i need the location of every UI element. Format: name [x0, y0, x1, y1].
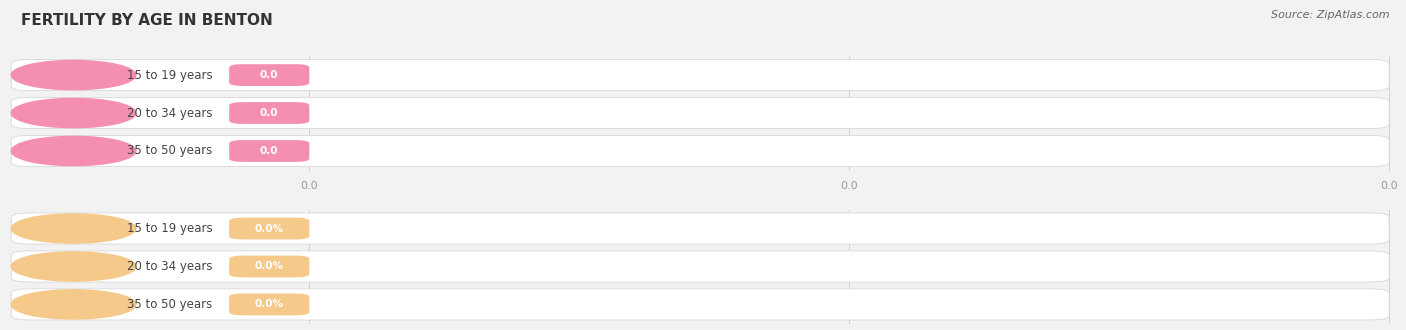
FancyBboxPatch shape — [11, 289, 1389, 320]
Text: 0.0: 0.0 — [260, 108, 278, 118]
FancyBboxPatch shape — [11, 251, 1389, 282]
Circle shape — [11, 98, 136, 128]
Text: 0.0%: 0.0% — [254, 261, 284, 272]
Text: 0.0: 0.0 — [260, 70, 278, 80]
Text: 0.0: 0.0 — [1381, 182, 1398, 191]
Text: 20 to 34 years: 20 to 34 years — [127, 107, 212, 119]
FancyBboxPatch shape — [229, 64, 309, 86]
Text: FERTILITY BY AGE IN BENTON: FERTILITY BY AGE IN BENTON — [21, 13, 273, 28]
FancyBboxPatch shape — [11, 97, 1389, 129]
Text: 15 to 19 years: 15 to 19 years — [127, 69, 212, 82]
Circle shape — [11, 60, 136, 90]
Text: 20 to 34 years: 20 to 34 years — [127, 260, 212, 273]
Text: 0.0%: 0.0% — [254, 223, 284, 234]
FancyBboxPatch shape — [229, 255, 309, 278]
Text: 35 to 50 years: 35 to 50 years — [127, 298, 212, 311]
FancyBboxPatch shape — [229, 102, 309, 124]
Text: 15 to 19 years: 15 to 19 years — [127, 222, 212, 235]
Text: 0.0: 0.0 — [301, 182, 318, 191]
Text: 0.0: 0.0 — [841, 182, 858, 191]
FancyBboxPatch shape — [11, 59, 1389, 91]
Text: Source: ZipAtlas.com: Source: ZipAtlas.com — [1271, 10, 1389, 20]
FancyBboxPatch shape — [11, 135, 1389, 167]
Circle shape — [11, 290, 136, 319]
FancyBboxPatch shape — [11, 213, 1389, 244]
Circle shape — [11, 252, 136, 281]
Text: 35 to 50 years: 35 to 50 years — [127, 145, 212, 157]
Text: 0.0: 0.0 — [260, 146, 278, 156]
FancyBboxPatch shape — [229, 293, 309, 315]
Circle shape — [11, 214, 136, 243]
Circle shape — [11, 136, 136, 166]
FancyBboxPatch shape — [229, 217, 309, 240]
Text: 0.0%: 0.0% — [254, 299, 284, 310]
FancyBboxPatch shape — [229, 140, 309, 162]
